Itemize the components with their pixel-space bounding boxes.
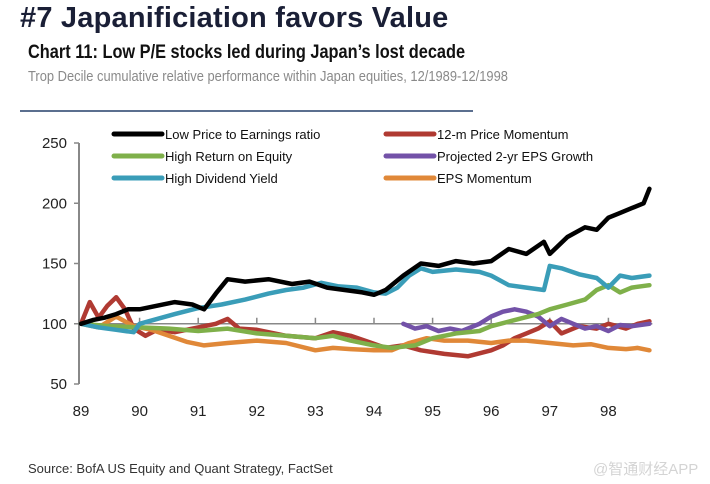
legend-item: High Return on Equity [111, 149, 293, 164]
chart-subtitle: Chart 11: Low P/E stocks led during Japa… [28, 42, 466, 63]
x-tick-label: 95 [424, 403, 441, 420]
legend-label: 12-m Price Momentum [437, 127, 568, 142]
x-tick-label: 90 [131, 403, 148, 420]
legend-item: High Dividend Yield [111, 171, 278, 186]
watermark: @智通财经APP [593, 461, 699, 478]
legend-item: Projected 2-yr EPS Growth [383, 149, 593, 164]
header-divider [20, 110, 473, 112]
y-tick-label: 250 [42, 135, 67, 152]
y-tick-label: 200 [42, 195, 67, 212]
series-line-projected-2-yr-eps-growth [401, 307, 652, 334]
x-tick-label: 96 [483, 403, 500, 420]
x-tick-label: 91 [190, 403, 207, 420]
series-line-eps-momentum [78, 314, 652, 353]
legend: Low Price to Earnings ratio 12-m Price Mo… [111, 127, 593, 186]
y-tick-label: 50 [50, 376, 67, 393]
x-tick-label: 93 [307, 403, 324, 420]
legend-label: Low Price to Earnings ratio [165, 127, 320, 142]
legend-item: 12-m Price Momentum [383, 127, 568, 142]
x-tick-label: 98 [600, 403, 617, 420]
legend-label: High Dividend Yield [165, 171, 278, 186]
y-tick-label: 100 [42, 316, 67, 333]
y-tick-label: 150 [42, 256, 67, 273]
x-tick-label: 89 [73, 403, 90, 420]
legend-item: EPS Momentum [383, 171, 532, 186]
x-tick-label: 94 [366, 403, 383, 420]
source-note: Source: BofA US Equity and Quant Strateg… [28, 461, 333, 476]
main-title: #7 Japanificiation favors Value [20, 2, 449, 34]
x-tick-label: 97 [541, 403, 558, 420]
series-line-low-price-to-earnings-ratio [78, 186, 652, 327]
chart-description: Trop Decile cumulative relative performa… [28, 68, 508, 85]
legend-label: Projected 2-yr EPS Growth [437, 149, 593, 164]
series-layer [78, 186, 652, 359]
series-line-high-dividend-yield [78, 263, 652, 335]
series-line-high-return-on-equity [78, 282, 652, 351]
x-tick-label: 92 [248, 403, 265, 420]
legend-label: High Return on Equity [165, 149, 293, 164]
legend-item: Low Price to Earnings ratio [111, 127, 320, 142]
legend-label: EPS Momentum [437, 171, 532, 186]
